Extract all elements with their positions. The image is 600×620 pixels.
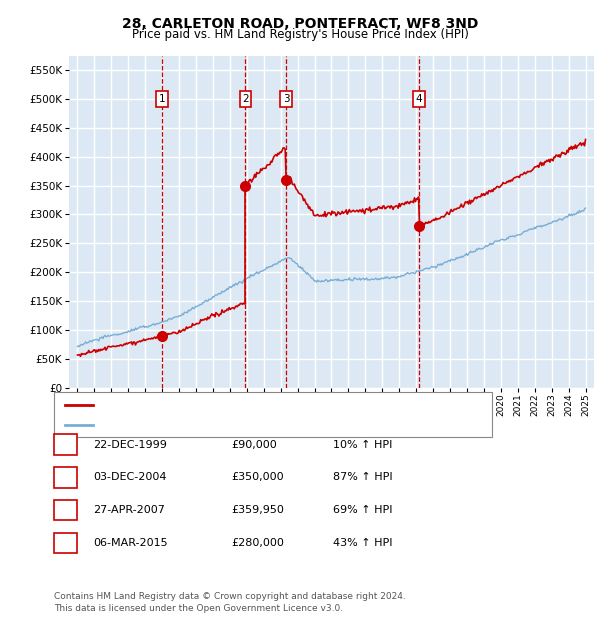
Text: 1: 1 <box>62 440 69 450</box>
Text: 3: 3 <box>62 505 69 515</box>
Text: Price paid vs. HM Land Registry's House Price Index (HPI): Price paid vs. HM Land Registry's House … <box>131 29 469 41</box>
Text: £90,000: £90,000 <box>231 440 277 450</box>
Text: 69% ↑ HPI: 69% ↑ HPI <box>333 505 392 515</box>
Text: £280,000: £280,000 <box>231 538 284 548</box>
Text: 2: 2 <box>242 94 249 104</box>
Text: 3: 3 <box>283 94 289 104</box>
Text: 1: 1 <box>158 94 165 104</box>
Text: 2: 2 <box>62 472 69 482</box>
Text: HPI: Average price, detached house, Wakefield: HPI: Average price, detached house, Wake… <box>99 420 343 430</box>
Text: £350,000: £350,000 <box>231 472 284 482</box>
Text: 87% ↑ HPI: 87% ↑ HPI <box>333 472 392 482</box>
Text: 28, CARLETON ROAD, PONTEFRACT, WF8 3ND: 28, CARLETON ROAD, PONTEFRACT, WF8 3ND <box>122 17 478 30</box>
Text: 43% ↑ HPI: 43% ↑ HPI <box>333 538 392 548</box>
Text: 28, CARLETON ROAD, PONTEFRACT, WF8 3ND (detached house): 28, CARLETON ROAD, PONTEFRACT, WF8 3ND (… <box>99 400 433 410</box>
Text: 22-DEC-1999: 22-DEC-1999 <box>93 440 167 450</box>
Text: 4: 4 <box>416 94 422 104</box>
Text: 27-APR-2007: 27-APR-2007 <box>93 505 165 515</box>
Text: 4: 4 <box>62 538 69 548</box>
Text: 06-MAR-2015: 06-MAR-2015 <box>93 538 167 548</box>
Text: Contains HM Land Registry data © Crown copyright and database right 2024.
This d: Contains HM Land Registry data © Crown c… <box>54 591 406 613</box>
Text: 03-DEC-2004: 03-DEC-2004 <box>93 472 167 482</box>
Text: £359,950: £359,950 <box>231 505 284 515</box>
Text: 10% ↑ HPI: 10% ↑ HPI <box>333 440 392 450</box>
